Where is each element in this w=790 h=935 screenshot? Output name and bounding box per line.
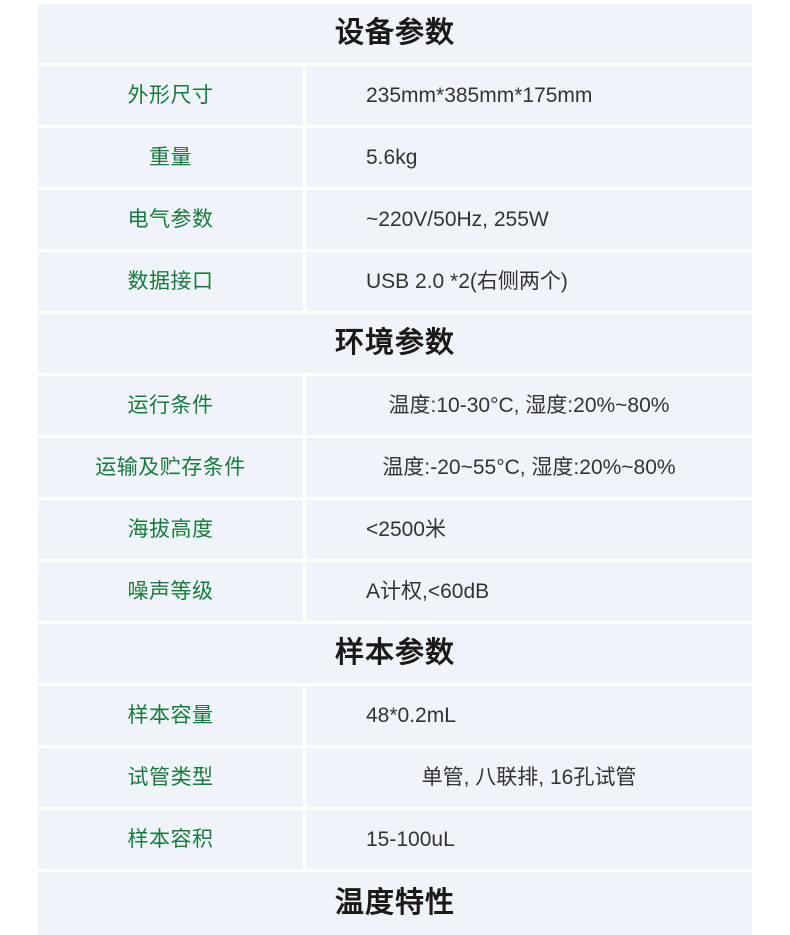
spec-label: 噪声等级 [127,580,214,603]
spec-value: 5.6kg [366,146,418,169]
table-row: 重量 5.6kg [38,128,752,187]
spec-value-cell: <2500米 [306,500,752,559]
spec-label: 重量 [149,146,192,169]
spec-value: 235mm*385mm*175mm [366,84,593,107]
spec-value-cell: 235mm*385mm*175mm [306,66,752,125]
table-row: 外形尺寸 235mm*385mm*175mm [38,66,752,125]
spec-value: USB 2.0 *2(右侧两个) [366,270,568,293]
table-row: 运行条件 温度:10-30°C, 湿度:20%~80% [38,376,752,435]
spec-label: 样本容积 [127,828,214,851]
spec-label-cell: 样本容量 [38,686,303,745]
spec-value: 48*0.2mL [366,704,456,727]
spec-label-cell: 噪声等级 [38,562,303,621]
spec-label-cell: 运行条件 [38,376,303,435]
spec-label-cell: 试管类型 [38,748,303,807]
spec-label: 海拔高度 [127,518,214,541]
spec-label: 运行条件 [127,394,214,417]
spec-label: 试管类型 [127,766,214,789]
section-header-device: 设备参数 [38,4,752,63]
spec-label-cell: 海拔高度 [38,500,303,559]
spec-value: ~220V/50Hz, 255W [366,208,549,231]
spec-value: <2500米 [366,518,446,541]
spec-value-cell: 温度:-20~55°C, 湿度:20%~80% [306,438,752,497]
spec-value-cell: USB 2.0 *2(右侧两个) [306,252,752,311]
spec-label: 电气参数 [127,208,214,231]
spec-label: 数据接口 [127,270,214,293]
specification-table: 设备参数 外形尺寸 235mm*385mm*175mm 重量 5.6kg 电气参… [38,4,752,935]
spec-label-cell: 电气参数 [38,190,303,249]
spec-label-cell: 数据接口 [38,252,303,311]
spec-value-cell: ~220V/50Hz, 255W [306,190,752,249]
section-title: 样本参数 [334,637,455,669]
section-header-sample: 样本参数 [38,624,752,683]
table-row: 海拔高度 <2500米 [38,500,752,559]
spec-label: 样本容量 [127,704,214,727]
spec-value-cell: 单管, 八联排, 16孔试管 [306,748,752,807]
spec-value-cell: 温度:10-30°C, 湿度:20%~80% [306,376,752,435]
spec-value: 15-100uL [366,828,455,851]
spec-label-cell: 样本容积 [38,810,303,869]
spec-value-cell: 48*0.2mL [306,686,752,745]
spec-label: 运输及贮存条件 [95,456,246,479]
table-row: 运输及贮存条件 温度:-20~55°C, 湿度:20%~80% [38,438,752,497]
spec-value-cell: A计权,<60dB [306,562,752,621]
section-title: 温度特性 [334,887,455,919]
section-header-environment: 环境参数 [38,314,752,373]
table-row: 样本容量 48*0.2mL [38,686,752,745]
spec-value: A计权,<60dB [366,580,490,603]
table-row: 样本容积 15-100uL [38,810,752,869]
section-title: 设备参数 [334,17,455,49]
spec-label-cell: 运输及贮存条件 [38,438,303,497]
spec-label-cell: 重量 [38,128,303,187]
table-row: 噪声等级 A计权,<60dB [38,562,752,621]
section-header-temperature: 温度特性 [38,872,752,935]
spec-value-cell: 5.6kg [306,128,752,187]
section-title: 环境参数 [334,327,455,359]
spec-value-cell: 15-100uL [306,810,752,869]
spec-label: 外形尺寸 [127,84,214,107]
table-row: 数据接口 USB 2.0 *2(右侧两个) [38,252,752,311]
table-row: 电气参数 ~220V/50Hz, 255W [38,190,752,249]
spec-value: 温度:10-30°C, 湿度:20%~80% [388,394,670,417]
table-row: 试管类型 单管, 八联排, 16孔试管 [38,748,752,807]
spec-value: 温度:-20~55°C, 湿度:20%~80% [382,456,676,479]
spec-value: 单管, 八联排, 16孔试管 [421,766,637,789]
spec-label-cell: 外形尺寸 [38,66,303,125]
